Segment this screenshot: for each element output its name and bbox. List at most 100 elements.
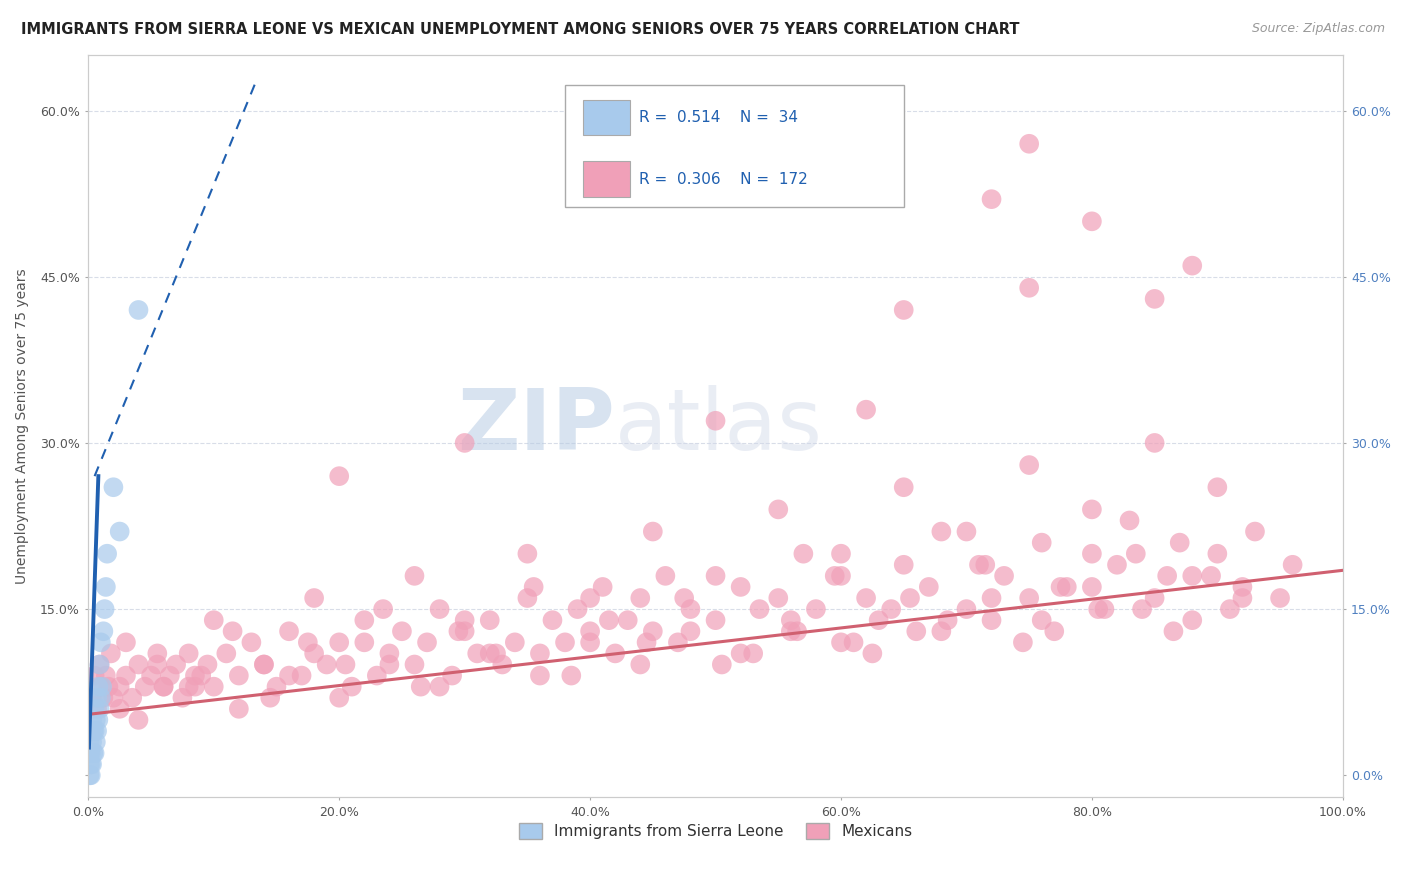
Point xyxy=(79,746,101,760)
Point xyxy=(83,723,105,738)
Point xyxy=(80,735,103,749)
Point xyxy=(152,680,174,694)
Point xyxy=(87,680,110,694)
Point xyxy=(404,569,426,583)
Point xyxy=(980,192,1002,206)
Point xyxy=(491,657,513,672)
Point xyxy=(666,635,689,649)
Point xyxy=(905,624,928,639)
Point xyxy=(409,680,432,694)
Point xyxy=(328,690,350,705)
Y-axis label: Unemployment Among Seniors over 75 years: Unemployment Among Seniors over 75 years xyxy=(15,268,30,584)
Point xyxy=(177,647,200,661)
Point xyxy=(768,502,790,516)
Point xyxy=(1130,602,1153,616)
Point xyxy=(91,680,114,694)
Text: R =  0.514    N =  34: R = 0.514 N = 34 xyxy=(640,110,799,125)
Point xyxy=(177,680,200,694)
Point xyxy=(704,613,727,627)
Point xyxy=(893,480,915,494)
Point xyxy=(80,723,103,738)
Point xyxy=(1081,547,1104,561)
Point xyxy=(710,657,733,672)
Point xyxy=(730,580,752,594)
Point xyxy=(93,602,115,616)
Point xyxy=(860,647,883,661)
Point xyxy=(1199,569,1222,583)
Point xyxy=(429,680,451,694)
Point xyxy=(503,635,526,649)
Point xyxy=(1143,436,1166,450)
Point xyxy=(1156,569,1178,583)
Point xyxy=(82,746,104,760)
Point xyxy=(441,668,464,682)
Point xyxy=(83,702,105,716)
Point xyxy=(93,690,115,705)
Point xyxy=(1168,535,1191,549)
Point xyxy=(529,668,551,682)
Point xyxy=(228,668,250,682)
Point xyxy=(80,757,103,772)
FancyBboxPatch shape xyxy=(565,85,904,207)
Point xyxy=(654,569,676,583)
Point xyxy=(86,702,108,716)
Point xyxy=(79,735,101,749)
Point xyxy=(146,647,169,661)
Point xyxy=(792,547,814,561)
Point xyxy=(567,602,589,616)
Point xyxy=(221,624,243,639)
Point xyxy=(893,558,915,572)
Point xyxy=(478,647,501,661)
Point xyxy=(1018,281,1040,295)
Point xyxy=(673,591,696,605)
Text: ZIP: ZIP xyxy=(457,384,616,467)
Point xyxy=(315,657,337,672)
Point xyxy=(108,680,131,694)
Point xyxy=(83,668,105,682)
Point xyxy=(679,624,702,639)
Point xyxy=(253,657,276,672)
Point xyxy=(1143,591,1166,605)
Point xyxy=(730,647,752,661)
Point xyxy=(82,723,104,738)
Point xyxy=(605,647,627,661)
Point xyxy=(936,613,959,627)
Point xyxy=(100,647,122,661)
Point xyxy=(955,524,977,539)
Point xyxy=(704,414,727,428)
Point xyxy=(84,713,107,727)
Point xyxy=(429,602,451,616)
Point xyxy=(103,690,125,705)
Point xyxy=(1018,458,1040,472)
Point xyxy=(830,635,852,649)
Point xyxy=(1181,569,1204,583)
Point xyxy=(1012,635,1035,649)
Point xyxy=(103,480,125,494)
Point xyxy=(391,624,413,639)
Point xyxy=(80,757,103,772)
Point xyxy=(184,680,207,694)
Point xyxy=(742,647,765,661)
Point xyxy=(184,668,207,682)
Point xyxy=(86,690,108,705)
Point xyxy=(197,657,219,672)
Point xyxy=(628,591,651,605)
Point xyxy=(90,690,112,705)
Point xyxy=(297,635,319,649)
Point xyxy=(152,680,174,694)
Point xyxy=(898,591,921,605)
Point xyxy=(560,668,582,682)
Point xyxy=(215,647,238,661)
Point xyxy=(641,624,664,639)
Point xyxy=(416,635,439,649)
Point xyxy=(1206,480,1229,494)
Point xyxy=(554,635,576,649)
Point xyxy=(79,768,101,782)
Point xyxy=(228,702,250,716)
Point xyxy=(202,680,225,694)
Point xyxy=(779,624,801,639)
Point xyxy=(404,657,426,672)
Point xyxy=(880,602,903,616)
Point xyxy=(855,591,877,605)
Point xyxy=(1143,292,1166,306)
